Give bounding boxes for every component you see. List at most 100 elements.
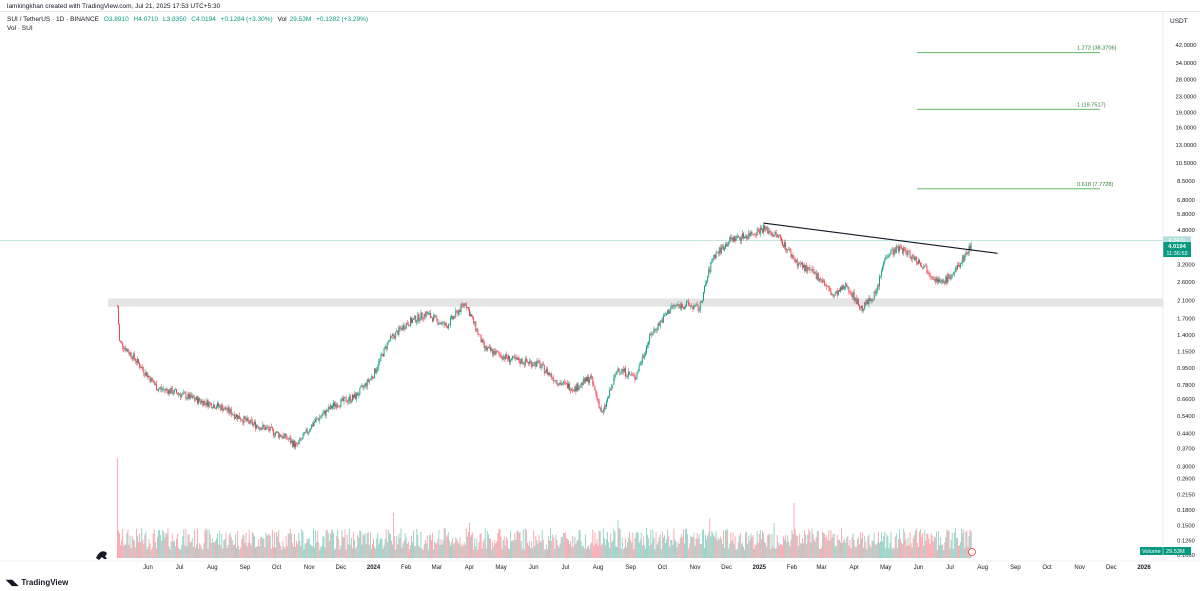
candle-body xyxy=(363,385,365,388)
candle-body xyxy=(544,371,546,373)
candle-body xyxy=(670,308,672,312)
candle-body xyxy=(745,236,747,237)
volume-bar xyxy=(290,533,292,558)
volume-bar xyxy=(576,540,578,558)
volume-bar xyxy=(321,545,323,558)
x-tick-label: Dec xyxy=(721,565,732,571)
candle-body xyxy=(600,407,602,413)
candle-body xyxy=(465,305,467,308)
volume-bar xyxy=(627,542,629,558)
candle-body xyxy=(164,389,166,391)
volume-bar xyxy=(767,535,769,558)
candle-body xyxy=(833,295,835,297)
y-tick-label: 34.0000 xyxy=(1176,61,1197,67)
y-tick-label: 0.6600 xyxy=(1177,397,1195,403)
candle-body xyxy=(826,285,828,287)
candle-body xyxy=(434,315,436,316)
volume-bar xyxy=(896,548,898,558)
candle-body xyxy=(520,358,522,364)
volume-bar xyxy=(954,528,956,558)
volume-bar xyxy=(231,540,233,558)
candle-body xyxy=(506,357,508,360)
volume-bar xyxy=(178,547,180,558)
candle-body xyxy=(825,285,827,286)
volume-bar xyxy=(680,534,682,558)
volume-bar xyxy=(152,533,154,558)
volume-bar xyxy=(866,549,868,558)
volume-bar xyxy=(149,543,151,558)
volume-bar xyxy=(154,542,156,558)
volume-bar xyxy=(840,542,841,558)
volume-bar xyxy=(151,547,153,558)
volume-bar xyxy=(784,539,786,558)
volume-bar xyxy=(397,544,399,558)
symbol-label[interactable]: SUI / TetherUS · 1D · BINANCE xyxy=(7,16,99,23)
candle-body xyxy=(641,356,643,363)
y-tick-label: 5.8000 xyxy=(1177,212,1195,218)
candle-body xyxy=(411,317,412,323)
volume-bar xyxy=(129,535,131,558)
volume-bar xyxy=(484,528,486,558)
volume-bar xyxy=(960,541,962,558)
candle-body xyxy=(437,319,439,325)
y-tick-label: 16.0000 xyxy=(1176,125,1197,131)
volume-bar xyxy=(762,530,763,558)
candle-body xyxy=(629,371,631,375)
volume-bar xyxy=(428,535,430,558)
volume-bar xyxy=(899,529,900,558)
candle-body xyxy=(837,290,839,296)
candle-body xyxy=(959,265,961,267)
volume-bar xyxy=(155,548,157,558)
candle-body xyxy=(338,405,340,407)
volume-bar xyxy=(818,548,820,558)
candle-body xyxy=(816,273,818,280)
volume-bar xyxy=(240,547,242,558)
volume-bar xyxy=(161,540,163,558)
candle-body xyxy=(884,260,886,262)
volume-bar xyxy=(140,542,142,558)
candle-body xyxy=(678,304,680,306)
volume-bar xyxy=(567,539,568,558)
volume-bar xyxy=(395,549,397,558)
volume-bar xyxy=(168,546,170,558)
volume-bar xyxy=(656,544,658,558)
x-tick-label: Dec xyxy=(336,565,347,571)
volume-bar xyxy=(242,534,244,558)
volume-bar xyxy=(491,549,493,558)
volume-bar xyxy=(506,539,508,558)
candle-body xyxy=(939,279,940,283)
volume-bar xyxy=(416,528,418,558)
candle-body xyxy=(131,357,133,360)
volume-bar xyxy=(943,549,945,558)
volume-bar xyxy=(953,532,955,558)
volume-bar xyxy=(160,535,162,558)
volume-bar xyxy=(706,539,708,558)
candle-body xyxy=(714,254,716,259)
candle-body xyxy=(274,435,275,436)
candle-body xyxy=(303,432,305,436)
candle-body xyxy=(551,373,553,378)
volume-bar xyxy=(513,540,515,558)
candle-body xyxy=(150,377,152,383)
candle-body xyxy=(835,290,837,294)
candle-body xyxy=(339,406,341,407)
candle-body xyxy=(785,242,787,250)
volume-bar xyxy=(658,537,660,558)
indicator-legend[interactable]: Vol · SUI xyxy=(7,25,33,32)
candle-body xyxy=(557,383,559,386)
volume-bar xyxy=(534,546,536,558)
candle-body xyxy=(318,418,320,421)
candle-body xyxy=(666,313,668,315)
volume-bar xyxy=(886,534,888,558)
candle-body xyxy=(845,283,847,287)
volume-bar xyxy=(747,543,749,558)
candle-body xyxy=(505,354,507,358)
candle-body xyxy=(377,367,379,370)
candle-body xyxy=(349,396,351,402)
candle-body xyxy=(162,389,164,390)
candle-body xyxy=(659,321,661,326)
candle-body xyxy=(768,231,770,234)
volume-bar xyxy=(531,541,533,558)
volume-bar xyxy=(458,543,460,558)
